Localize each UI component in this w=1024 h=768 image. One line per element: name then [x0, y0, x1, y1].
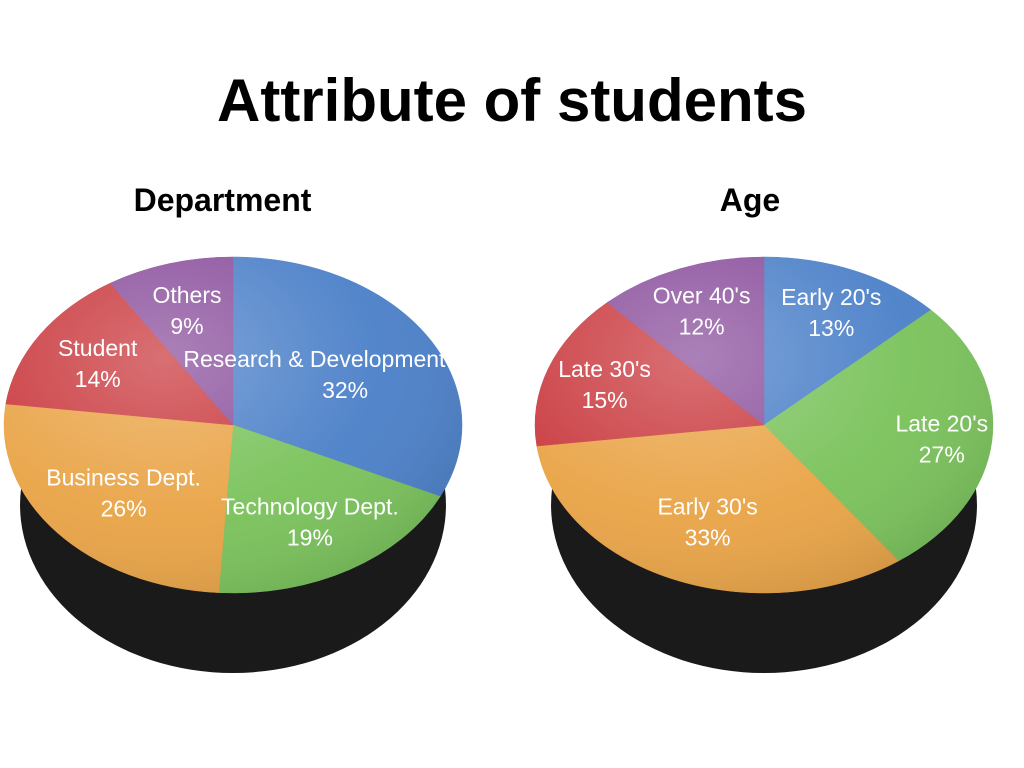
age-label-name: Late 30's — [558, 356, 651, 382]
age-label-late-30-s: Late 30's 15% — [558, 356, 651, 413]
age-label-name: Late 20's — [895, 410, 988, 436]
dept-label-name: Technology Dept. — [221, 493, 399, 519]
dept-label-percent: 19% — [287, 524, 333, 550]
age-label-early-30-s: Early 30's 33% — [657, 494, 757, 551]
age-pie-gloss — [535, 257, 993, 593]
age-label-early-20-s: Early 20's 13% — [781, 284, 881, 341]
age-label-percent: 33% — [685, 525, 731, 551]
dept-label-name: Research & Development Dept. — [183, 346, 506, 372]
age-label-name: Early 30's — [657, 494, 757, 520]
dept-label-name: Business Dept. — [46, 464, 201, 490]
dept-label-percent: 26% — [101, 495, 147, 521]
dept-pie-gloss — [4, 257, 462, 593]
dept-label-others: Others 9% — [152, 282, 221, 339]
dept-label-name: Others — [152, 282, 221, 308]
age-pie: Early 20's 13% Late 20's 27% Early 30's 33% La… — [534, 256, 994, 673]
dept-label-business-dept: Business Dept. 26% — [46, 464, 201, 521]
department-pie: Research & Development Dept. 32% Technolog… — [3, 256, 507, 673]
dept-label-percent: 14% — [75, 366, 121, 392]
age-label-percent: 13% — [808, 315, 854, 341]
department-chart-title: Department — [133, 182, 312, 218]
dept-label-research-development-dept: Research & Development Dept. 32% — [183, 346, 506, 403]
dept-label-percent: 9% — [170, 313, 203, 339]
dept-label-percent: 32% — [322, 377, 368, 403]
age-label-name: Over 40's — [653, 282, 751, 308]
dept-label-technology-dept: Technology Dept. 19% — [221, 493, 399, 550]
dept-label-student: Student 14% — [58, 335, 138, 392]
age-label-percent: 12% — [679, 313, 725, 339]
age-label-over-40-s: Over 40's 12% — [653, 282, 751, 339]
age-label-late-20-s: Late 20's 27% — [895, 410, 988, 467]
age-chart-title: Age — [719, 182, 781, 218]
age-label-percent: 27% — [919, 441, 965, 467]
dept-label-name: Student — [58, 335, 138, 361]
slide-title: Attribute of students — [217, 67, 807, 134]
age-label-name: Early 20's — [781, 284, 881, 310]
age-label-percent: 15% — [582, 387, 628, 413]
